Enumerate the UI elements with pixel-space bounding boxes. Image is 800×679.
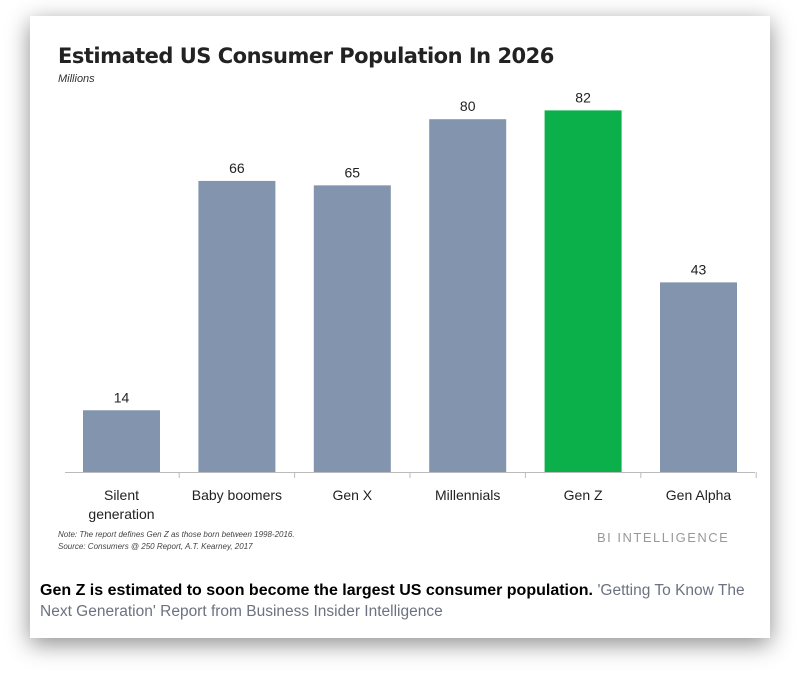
bar	[198, 180, 276, 472]
caption-headline: Gen Z is estimated to soon become the la…	[40, 582, 593, 599]
data-label: 66	[229, 160, 245, 176]
bar	[313, 185, 391, 472]
x-tick-label: Baby boomers	[192, 487, 282, 503]
brand-logo: BI INTELLIGENCE	[597, 530, 730, 545]
chart-subtitle: Millions	[58, 73, 95, 85]
x-tick-label: Silent	[104, 487, 139, 503]
bar	[660, 282, 737, 472]
chart-card	[30, 16, 770, 638]
x-tick-label: Gen Z	[564, 487, 603, 503]
caption: Gen Z is estimated to soon become the la…	[40, 580, 760, 622]
x-tick-label: Millennials	[435, 487, 500, 503]
chart-title: Estimated US Consumer Population In 2026	[58, 44, 554, 68]
chart-source: Source: Consumers @ 250 Report, A.T. Kea…	[58, 542, 253, 551]
data-label: 80	[460, 98, 476, 114]
bar	[429, 119, 507, 472]
x-tick-label: generation	[88, 506, 154, 522]
data-label: 82	[575, 89, 591, 105]
data-label: 43	[691, 261, 707, 277]
data-label: 14	[114, 389, 130, 405]
bar	[83, 410, 160, 472]
x-tick-label: Gen Alpha	[666, 487, 732, 503]
x-tick-label: Gen X	[332, 487, 372, 503]
caption-source: 'Getting To Know The Next Generation' Re…	[40, 582, 745, 620]
chart-note: Note: The report defines Gen Z as those …	[58, 530, 295, 539]
bar	[544, 110, 622, 472]
data-label: 65	[345, 164, 361, 180]
